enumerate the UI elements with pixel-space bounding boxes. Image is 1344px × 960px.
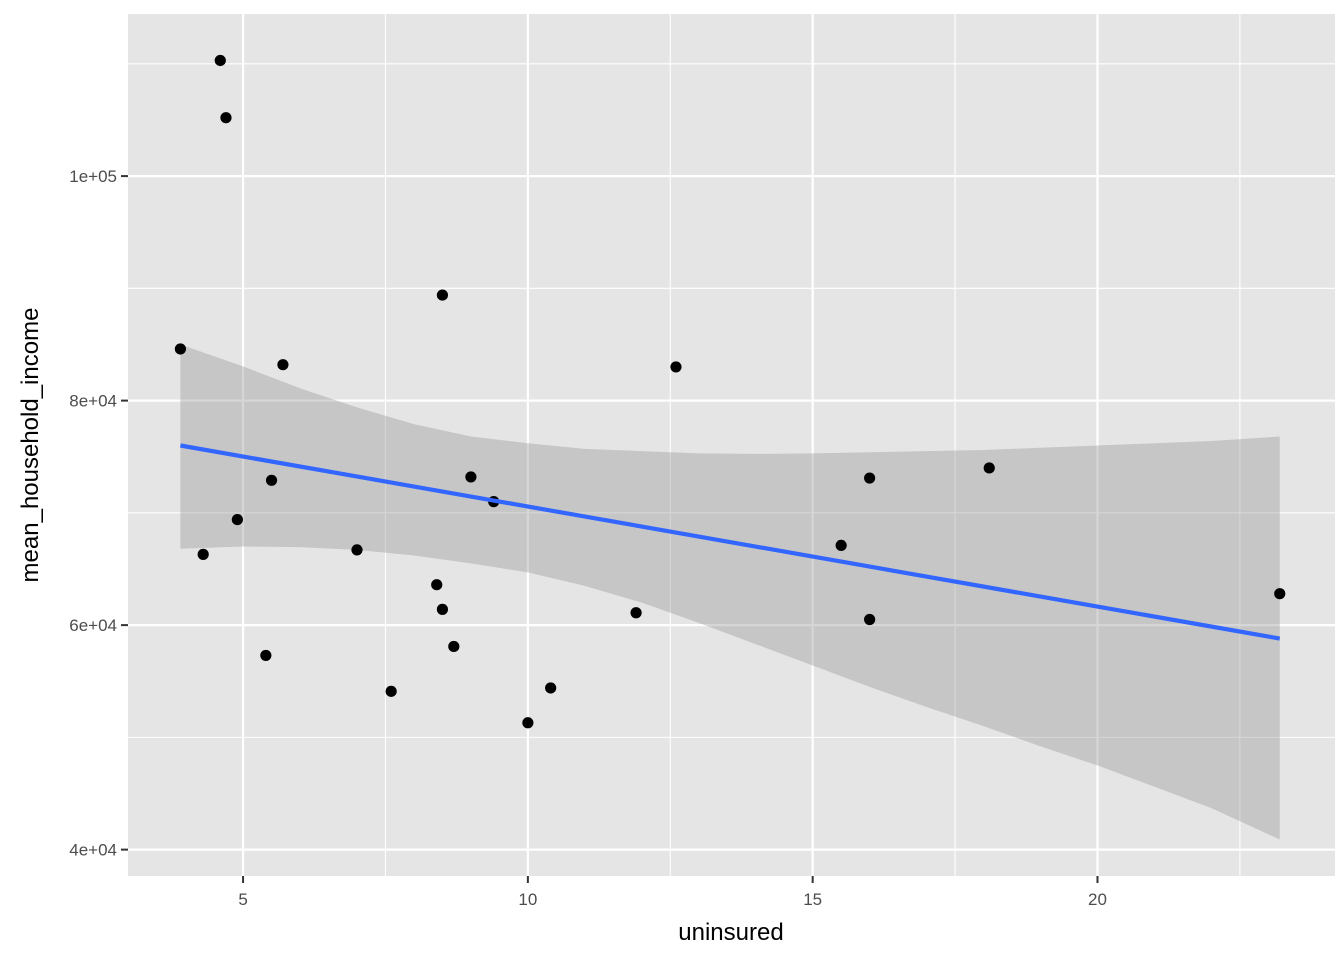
y-tick-label: 1e+05 [69, 167, 117, 186]
data-point [545, 682, 557, 694]
x-axis: 5 10 15 20 [238, 876, 1107, 909]
plot-panel [128, 14, 1335, 876]
data-point [231, 513, 243, 526]
data-point [431, 579, 443, 591]
minor-grid [128, 14, 1335, 876]
y-tick-label: 6e+04 [69, 616, 117, 635]
x-tick-label: 5 [238, 890, 247, 909]
data-point [436, 603, 449, 615]
data-point [174, 343, 187, 355]
regression-line [180, 443, 1281, 641]
x-axis-title: uninsured [678, 919, 783, 946]
confidence-band [180, 344, 1280, 840]
data-point [260, 649, 272, 662]
data-point [448, 640, 460, 653]
data-points [174, 54, 1286, 729]
y-tick-label: 4e+04 [69, 841, 117, 860]
y-axis: 4e+04 6e+04 8e+04 1e+05 [69, 167, 128, 860]
data-point [630, 607, 642, 619]
data-point [983, 462, 995, 474]
major-grid [128, 14, 1335, 876]
data-point [465, 471, 477, 483]
data-point [864, 613, 876, 626]
data-point [670, 361, 682, 373]
y-axis-title: mean_household_income [17, 308, 44, 583]
data-point [197, 548, 209, 560]
x-tick-label: 20 [1088, 890, 1107, 909]
data-point [864, 472, 876, 484]
x-tick-label: 10 [518, 890, 537, 909]
data-point [351, 544, 363, 556]
data-point [214, 54, 226, 67]
data-point [835, 539, 847, 552]
x-tick-label: 15 [803, 890, 822, 909]
data-point [265, 474, 278, 486]
data-point [436, 289, 449, 301]
data-point [220, 112, 232, 124]
data-point [522, 717, 534, 729]
data-point [1274, 588, 1286, 600]
data-point [385, 685, 397, 697]
y-tick-label: 8e+04 [69, 392, 117, 411]
data-point [277, 359, 289, 371]
